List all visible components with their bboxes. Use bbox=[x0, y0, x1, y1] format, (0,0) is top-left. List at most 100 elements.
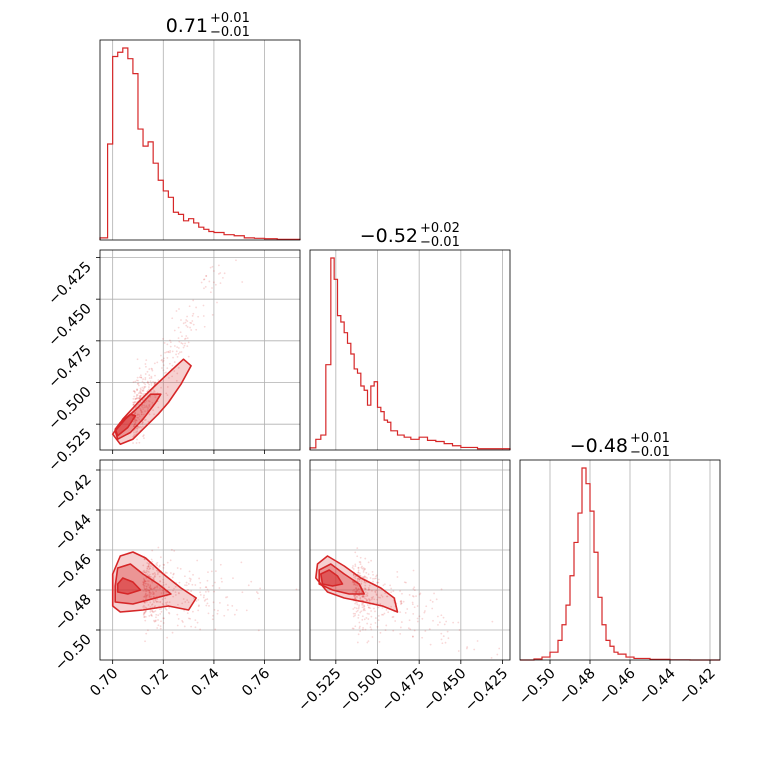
sample-point bbox=[197, 609, 200, 612]
sample-point bbox=[150, 375, 153, 378]
sample-point bbox=[357, 616, 360, 619]
sample-point bbox=[132, 435, 135, 438]
sample-point bbox=[155, 585, 158, 588]
sample-point bbox=[156, 627, 159, 629]
sample-point bbox=[362, 569, 365, 572]
sample-point bbox=[211, 584, 214, 587]
sample-point bbox=[376, 582, 379, 584]
sample-point bbox=[144, 418, 147, 421]
sample-point bbox=[384, 629, 387, 632]
sample-point bbox=[177, 352, 180, 355]
sample-point bbox=[206, 579, 209, 582]
sample-point bbox=[355, 595, 358, 598]
sample-point bbox=[199, 594, 202, 596]
sample-point bbox=[359, 594, 361, 597]
sample-point bbox=[142, 408, 145, 411]
sample-point bbox=[356, 596, 359, 598]
sample-point bbox=[132, 420, 135, 423]
sample-point bbox=[363, 605, 366, 608]
sample-point bbox=[148, 374, 151, 377]
sample-point bbox=[167, 350, 170, 353]
sample-point bbox=[146, 600, 148, 603]
param-minus: −0.01 bbox=[210, 25, 250, 40]
sample-point bbox=[137, 396, 140, 399]
sample-point bbox=[399, 600, 402, 603]
sample-point bbox=[176, 372, 179, 375]
sample-point bbox=[409, 628, 412, 631]
sample-point bbox=[354, 600, 357, 603]
sample-point bbox=[382, 613, 385, 616]
sample-point bbox=[148, 596, 151, 599]
sample-point bbox=[354, 577, 357, 580]
sample-point bbox=[142, 583, 145, 586]
sample-point bbox=[367, 588, 370, 591]
sample-point bbox=[192, 597, 195, 600]
sample-point bbox=[137, 382, 140, 385]
sample-point bbox=[133, 401, 136, 404]
sample-point bbox=[205, 604, 208, 607]
sample-point bbox=[154, 381, 157, 384]
sample-point bbox=[156, 586, 159, 589]
sample-point bbox=[160, 386, 162, 389]
sample-point bbox=[373, 577, 376, 580]
sample-point bbox=[159, 600, 162, 603]
sample-point bbox=[206, 602, 209, 605]
sample-point bbox=[150, 367, 153, 370]
sample-point bbox=[367, 561, 370, 564]
sample-point bbox=[358, 580, 361, 583]
sample-point bbox=[157, 571, 159, 574]
sample-point bbox=[353, 576, 355, 579]
sample-point bbox=[361, 604, 364, 606]
sample-point bbox=[176, 613, 179, 616]
sample-point bbox=[219, 563, 222, 566]
sample-point bbox=[412, 569, 415, 572]
param-title-1: −0.52 +0.02−0.01 bbox=[360, 221, 460, 250]
sample-point bbox=[150, 384, 153, 386]
sample-point bbox=[136, 376, 139, 379]
sample-point bbox=[375, 594, 378, 597]
sample-point bbox=[150, 575, 152, 578]
sample-point bbox=[160, 592, 163, 595]
x-tick-label: −0.425 bbox=[462, 666, 511, 715]
sample-point bbox=[491, 620, 494, 623]
sample-point bbox=[374, 591, 377, 594]
sample-point bbox=[175, 310, 178, 312]
sample-point bbox=[374, 617, 377, 619]
sample-point bbox=[379, 596, 382, 599]
x-tick-label: 0.70 bbox=[87, 666, 121, 700]
sample-point bbox=[143, 578, 146, 581]
sample-point bbox=[214, 283, 217, 286]
sample-point bbox=[359, 563, 362, 565]
sample-point bbox=[191, 320, 194, 322]
sample-point bbox=[161, 602, 164, 605]
sample-point bbox=[164, 571, 167, 574]
sample-point bbox=[148, 593, 151, 595]
sample-point bbox=[429, 643, 432, 646]
sample-point bbox=[200, 281, 203, 284]
sample-point bbox=[371, 589, 373, 592]
x-tick-label: −0.50 bbox=[516, 666, 559, 709]
sample-point bbox=[138, 403, 140, 406]
sample-point bbox=[146, 594, 149, 596]
sample-point bbox=[133, 395, 135, 398]
sample-point bbox=[132, 434, 135, 437]
sample-point bbox=[134, 421, 137, 424]
sample-point bbox=[177, 326, 180, 329]
sample-point bbox=[202, 596, 205, 599]
sample-point bbox=[135, 393, 138, 396]
sample-point bbox=[364, 576, 367, 579]
sample-point bbox=[136, 358, 139, 361]
sample-point bbox=[226, 596, 229, 598]
sample-point bbox=[366, 595, 369, 597]
sample-point bbox=[134, 412, 136, 415]
sample-point bbox=[143, 579, 146, 582]
sample-point bbox=[151, 560, 154, 563]
sample-point bbox=[142, 577, 145, 580]
sample-point bbox=[203, 599, 206, 602]
sample-point bbox=[137, 379, 139, 382]
sample-point bbox=[181, 342, 184, 345]
sample-point bbox=[375, 575, 377, 578]
sample-point bbox=[151, 401, 154, 404]
sample-point bbox=[361, 615, 364, 618]
sample-point bbox=[192, 610, 194, 613]
